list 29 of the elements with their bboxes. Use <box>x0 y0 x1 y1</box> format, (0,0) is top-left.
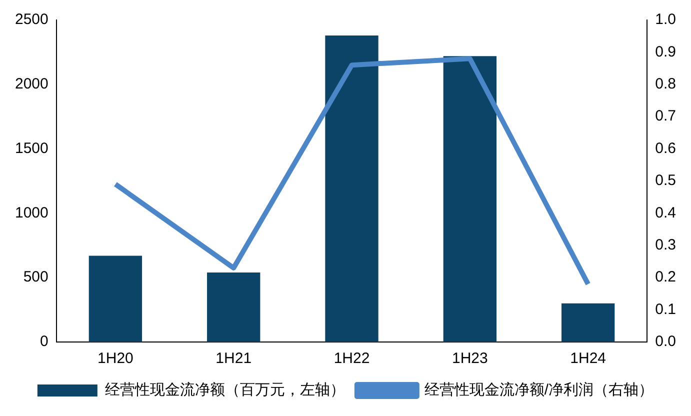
y2-tick-label: 0.4 <box>655 204 676 222</box>
y2-tick-label: 0.7 <box>655 108 676 125</box>
y-tick-label: 1500 <box>14 140 48 157</box>
bar <box>443 56 496 342</box>
y2-tick-label: 0.8 <box>655 76 676 93</box>
bar <box>207 272 260 342</box>
y-tick-label: 500 <box>23 268 48 286</box>
y-tick-label: 2500 <box>14 11 48 28</box>
y-tick-label: 1000 <box>14 204 48 222</box>
x-tick-label: 1H24 <box>570 350 606 368</box>
legend-label: 经营性现金流净额/净利润（右轴） <box>424 382 654 399</box>
bar <box>88 256 142 342</box>
x-tick-label: 1H20 <box>98 350 134 368</box>
legend-label: 经营性现金流净额（百万元，左轴） <box>104 382 345 399</box>
y2-tick-label: 0.5 <box>655 172 676 190</box>
bar <box>561 303 615 342</box>
x-tick-label: 1H21 <box>216 350 252 368</box>
y-tick-label: 0 <box>40 333 48 350</box>
y2-tick-label: 0.6 <box>655 140 676 157</box>
y2-tick-label: 0.2 <box>655 268 676 286</box>
x-tick-label: 1H23 <box>452 350 488 368</box>
y2-tick-label: 0.9 <box>655 43 676 60</box>
x-tick-label: 1H22 <box>334 350 370 368</box>
y2-tick-label: 0.0 <box>655 333 676 350</box>
bar <box>325 35 378 342</box>
y2-tick-label: 0.1 <box>655 300 676 318</box>
y-tick-label: 2000 <box>14 76 48 93</box>
y2-tick-label: 1.0 <box>655 11 676 28</box>
y2-tick-label: 0.3 <box>655 236 676 254</box>
